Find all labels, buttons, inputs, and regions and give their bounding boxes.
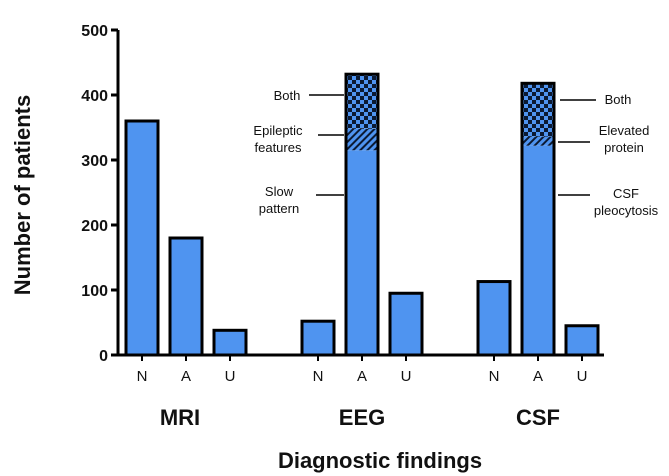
bar-csf-u <box>564 324 600 357</box>
bar-mri-n <box>124 119 160 357</box>
annotation-label-line: Slow <box>265 184 294 199</box>
bar-segment-csf-both <box>522 83 554 137</box>
x-category-label: A <box>357 368 367 385</box>
annotation-label-line: protein <box>604 140 644 155</box>
annotation-label-line: Epileptic <box>253 123 303 138</box>
x-axis: N A U MRI N A U EEG N A U CSF <box>117 353 604 430</box>
annotation-label-line: pleocytosis <box>594 203 659 218</box>
annotation-label-eeg: Epileptic features <box>253 123 303 155</box>
bar-segment-eeg-epileptic-features <box>346 128 378 151</box>
segment-annotations: Slow pattern Epileptic features Both CSF pleoc… <box>253 88 658 218</box>
bar-segment-eeg-both <box>346 74 378 129</box>
annotation-label-csf: Both <box>605 92 632 107</box>
annotation-label-line: Elevated <box>599 123 650 138</box>
bar-segment-eeg-slow-pattern <box>346 150 378 355</box>
group-label-mri: MRI <box>160 405 200 430</box>
x-category-label: A <box>533 368 543 385</box>
group-label-csf: CSF <box>516 405 560 430</box>
y-tick-label: 200 <box>81 218 108 235</box>
y-tick-label: 100 <box>81 283 108 300</box>
x-category-label: U <box>577 368 588 385</box>
annotation-label-line: Both <box>605 92 632 107</box>
annotation-label-line: Both <box>274 88 301 103</box>
y-axis: 0 100 200 300 400 500 <box>81 23 120 365</box>
bar-segment-csf-csf-pleocytosis <box>522 145 554 355</box>
annotation-label-line: pattern <box>259 201 299 216</box>
y-tick-label: 0 <box>99 348 108 365</box>
bar-mri-u <box>212 328 248 357</box>
group-label-eeg: EEG <box>339 405 385 430</box>
annotation-label-eeg: Slow pattern <box>259 184 299 216</box>
x-category-label: N <box>137 368 148 385</box>
bar-eeg-u <box>388 291 424 357</box>
annotation-label-line: features <box>255 140 302 155</box>
x-category-label: N <box>489 368 500 385</box>
bar-mri-a <box>168 236 204 357</box>
x-category-label: U <box>401 368 412 385</box>
y-tick-label: 400 <box>81 88 108 105</box>
bars <box>124 72 600 357</box>
x-category-label: N <box>313 368 324 385</box>
x-axis-title: Diagnostic findings <box>278 448 482 473</box>
y-axis-title: Number of patients <box>10 95 35 295</box>
y-tick-label: 500 <box>81 23 108 40</box>
annotation-label-csf: CSF pleocytosis <box>594 186 659 218</box>
x-category-label: A <box>181 368 191 385</box>
annotation-label-eeg: Both <box>274 88 301 103</box>
y-tick-label: 300 <box>81 153 108 170</box>
bar-csf-n <box>476 280 512 357</box>
annotation-label-csf: Elevated protein <box>599 123 650 155</box>
bar-segment-csf-elevated-protein <box>522 136 554 146</box>
x-category-label: U <box>225 368 236 385</box>
annotation-label-line: CSF <box>613 186 639 201</box>
bar-eeg-n <box>300 319 336 357</box>
